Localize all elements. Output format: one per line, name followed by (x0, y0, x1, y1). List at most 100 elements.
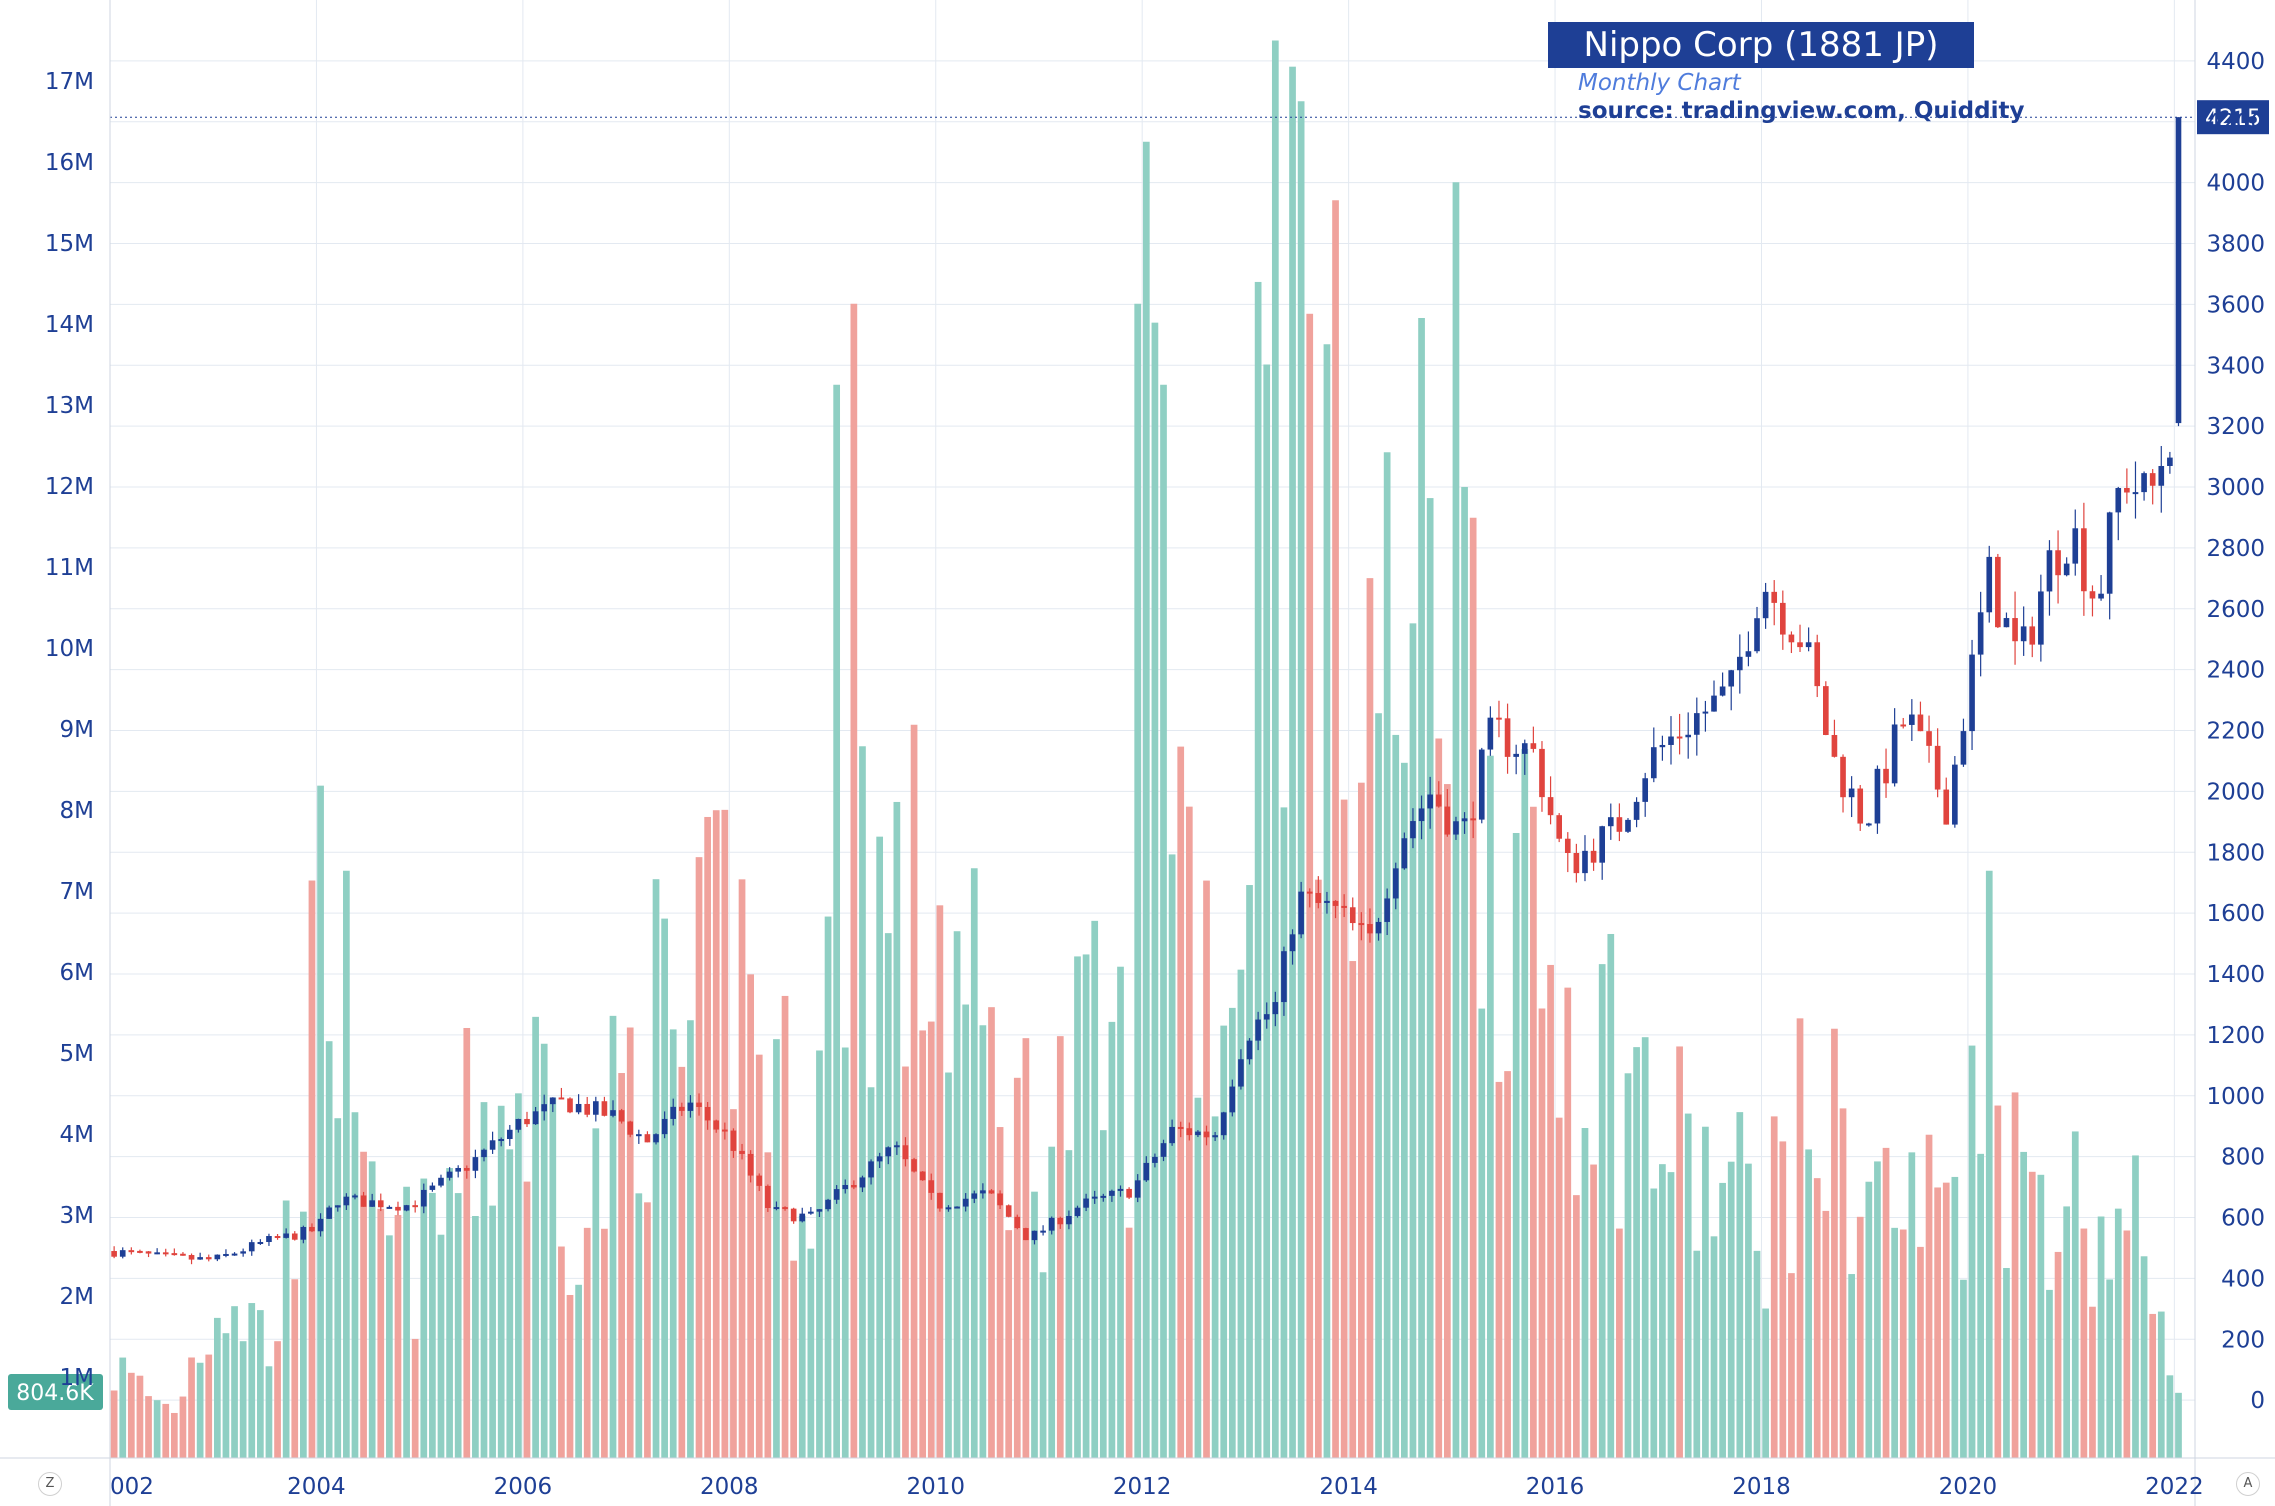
volume-bar (291, 1279, 299, 1458)
candle-body (498, 1139, 505, 1142)
candle-body (1281, 951, 1287, 1003)
price-tick-label: 1400 (2206, 962, 2265, 988)
volume-bar (1142, 141, 1150, 1458)
candle-body (360, 1195, 367, 1207)
candle-body (1702, 711, 1709, 714)
volume-bar (188, 1357, 195, 1458)
candle-body (334, 1205, 341, 1208)
volume-bar (2132, 1155, 2139, 1458)
price-tick-label: 1600 (2206, 901, 2265, 927)
candle-body (636, 1134, 642, 1137)
volume-bar (652, 879, 660, 1458)
volume-bar (1598, 964, 1606, 1458)
volume-bar (841, 1047, 849, 1458)
candle-body (808, 1211, 814, 1214)
volume-bar (1151, 322, 1159, 1458)
candle-body (1186, 1128, 1193, 1136)
volume-bar (497, 1105, 505, 1458)
candle-body (1599, 826, 1606, 863)
volume-bar (1099, 1130, 1107, 1458)
volume-bar (807, 1248, 815, 1458)
candle-body (515, 1118, 522, 1130)
candle-body (1693, 713, 1700, 735)
candle-body (2020, 626, 2027, 642)
volume-bar (1831, 1028, 1838, 1458)
volume-bar (2123, 1230, 2131, 1458)
volume-bar (540, 1043, 548, 1458)
candle-body (1909, 714, 1915, 725)
volume-bar (1874, 1161, 1881, 1458)
volume-bar (1659, 1164, 1666, 1458)
volume-bar (2046, 1289, 2053, 1458)
time-tick-label: 2004 (287, 1474, 346, 1500)
candle-body (1685, 734, 1692, 738)
volume-bar (1856, 1216, 1864, 1458)
volume-bar (945, 1072, 952, 1458)
candle-body (1848, 788, 1855, 798)
auto-scale-button[interactable]: A (2236, 1472, 2260, 1496)
candle-body (1100, 1195, 1107, 1198)
last-volume-badge (8, 1374, 103, 1410)
volume-bar (618, 1073, 625, 1458)
candle-body (1375, 921, 1382, 934)
candle-body (1461, 818, 1468, 822)
volume-bar (489, 1205, 496, 1458)
candle-body (1023, 1228, 1029, 1241)
volume-bar (1745, 1163, 1752, 1458)
candle-body (2167, 457, 2173, 466)
candle-body (1048, 1217, 1055, 1231)
volume-bars (110, 40, 2182, 1459)
candle-body (756, 1175, 763, 1186)
candle-body (644, 1134, 651, 1143)
candle-body (1633, 801, 1640, 820)
candle-body (1031, 1230, 1038, 1241)
candle-body (1883, 768, 1889, 784)
zoom-reset-button[interactable]: Z (38, 1472, 62, 1496)
candle-body (1324, 900, 1330, 903)
volume-bar (308, 880, 316, 1458)
volume-bar (850, 303, 858, 1458)
candle-body (2081, 528, 2087, 592)
candle-body (1573, 853, 1580, 874)
candle-body (2158, 465, 2165, 486)
candle-body (205, 1257, 212, 1260)
candle-body (1754, 618, 1760, 652)
candle-body (180, 1253, 186, 1256)
volume-bar (1340, 799, 1348, 1458)
volume-bar (1048, 1146, 1056, 1458)
candle-body (1745, 651, 1752, 657)
volume-bar (1065, 1150, 1073, 1458)
candle-body (214, 1254, 221, 1260)
volume-bar (601, 1228, 608, 1458)
volume-bar (2166, 1375, 2174, 1458)
candle-body (876, 1156, 883, 1162)
volume-bar (1624, 1073, 1632, 1458)
candle-body (1590, 850, 1597, 863)
volume-bar (368, 1161, 376, 1458)
volume-bar (1504, 1071, 1511, 1458)
volume-bar (1942, 1182, 1950, 1458)
candle-body (111, 1251, 117, 1257)
candle-body (1349, 907, 1356, 924)
volume-bar (2175, 1392, 2182, 1458)
volume-bar (110, 1390, 118, 1458)
candle-body (386, 1206, 393, 1209)
volume-bar (695, 857, 703, 1458)
price-tick-label: 1200 (2206, 1023, 2265, 1049)
volume-bar (661, 918, 668, 1458)
volume-tick-label: 12M (45, 474, 94, 500)
candle-body (627, 1121, 634, 1135)
price-tick-label: 4200 (2206, 110, 2265, 136)
candle-body (730, 1130, 737, 1151)
volume-bar (962, 1004, 970, 1458)
volume-bar (1512, 832, 1520, 1458)
candle-body (1642, 778, 1649, 802)
price-candles (111, 117, 2182, 1265)
time-tick-label: 2010 (906, 1474, 965, 1500)
volume-bar (2097, 1216, 2105, 1458)
volume-bar (1882, 1147, 1890, 1458)
volume-bar (712, 810, 720, 1458)
volume-bar (1392, 734, 1400, 1458)
candle-body (2046, 550, 2053, 592)
